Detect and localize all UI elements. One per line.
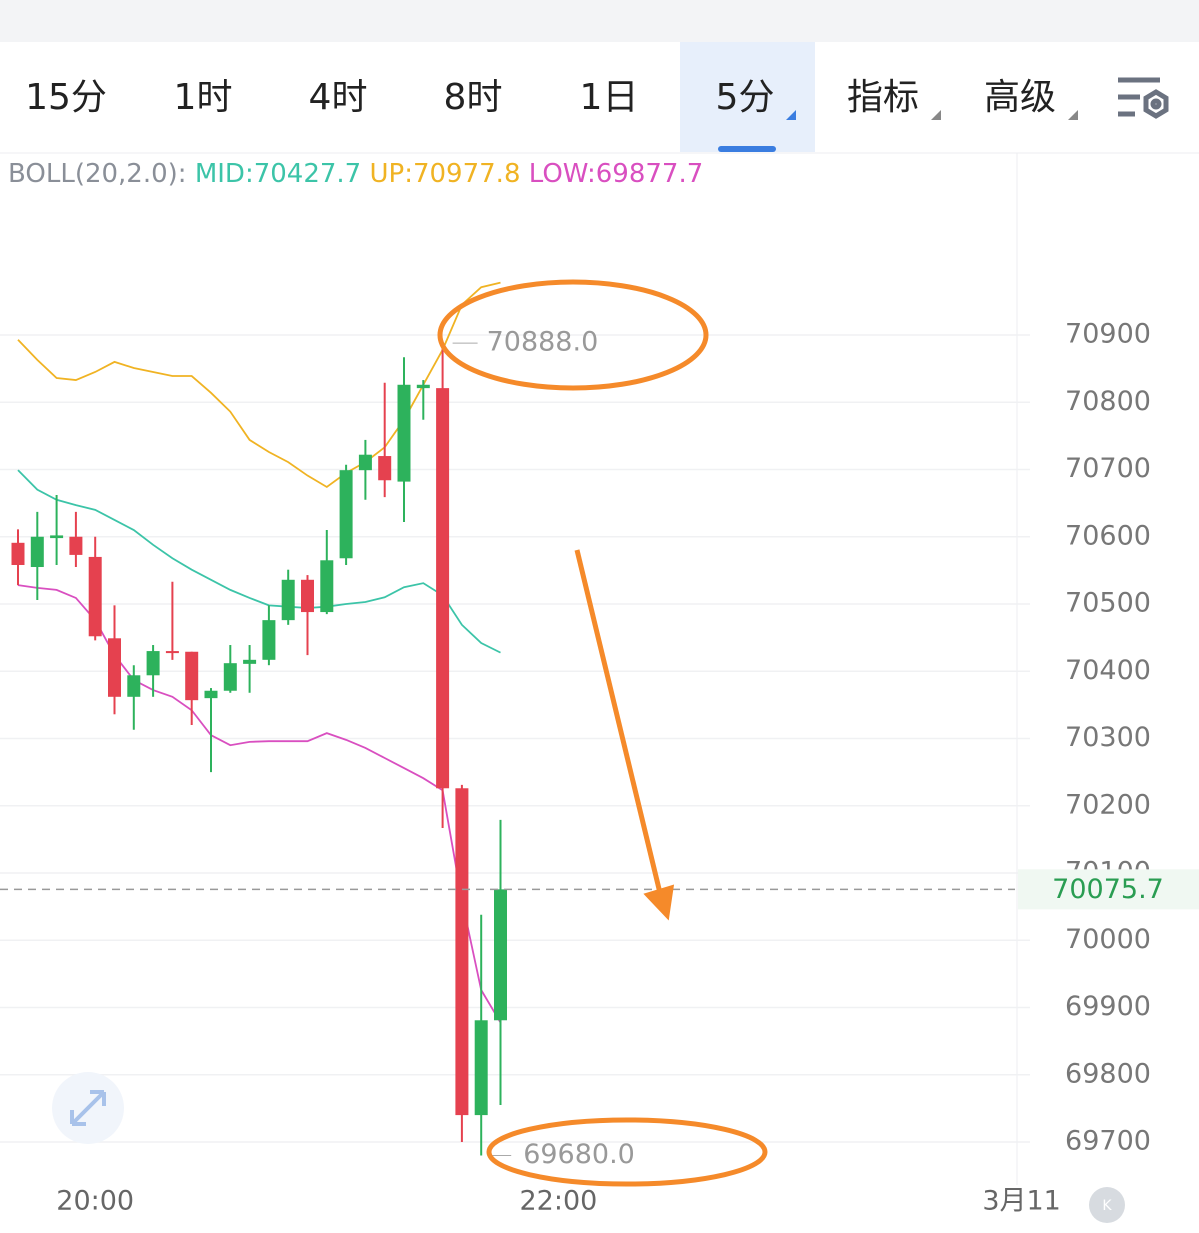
candle-body — [69, 536, 83, 555]
legend-item: LOW:69877.7 — [529, 159, 703, 189]
tab[interactable]: 15分 — [25, 77, 107, 118]
last-price-label: 70075.7 — [1052, 874, 1164, 905]
y-tick-label: 69700 — [1065, 1126, 1151, 1157]
tab[interactable]: 高级 — [984, 77, 1056, 118]
candle-body — [243, 659, 257, 664]
boll-line — [17, 281, 501, 489]
tab[interactable]: 5分 — [716, 77, 775, 118]
k-button[interactable] — [1089, 1187, 1125, 1223]
y-tick-label: 70000 — [1065, 924, 1151, 955]
candle-body — [146, 651, 160, 676]
settings-icon[interactable] — [1118, 77, 1169, 119]
legend-item: UP:70977.8 — [370, 159, 521, 189]
legend-item: MID:70427.7 — [195, 159, 361, 189]
candle-body — [494, 889, 507, 1021]
low-label: 69680.0 — [523, 1139, 635, 1170]
candle-body — [397, 384, 411, 482]
candle-body — [378, 456, 392, 481]
active-tab-indicator — [718, 146, 776, 152]
candle-body — [339, 470, 353, 559]
indicator-legend: BOLL(20,2.0): MID:70427.7 UP:70977.8 LOW… — [8, 159, 703, 189]
candle-body — [88, 556, 102, 637]
candle-body — [320, 560, 334, 613]
legend-item: BOLL(20,2.0): — [8, 159, 187, 189]
tab[interactable]: 1时 — [174, 77, 233, 118]
y-tick-label: 69800 — [1065, 1058, 1151, 1089]
candle-body — [416, 384, 430, 389]
candle-body — [436, 388, 450, 789]
y-tick-label: 70700 — [1065, 453, 1151, 484]
candle-body — [108, 638, 121, 697]
candle-body — [301, 579, 314, 613]
active-tab-bg — [680, 42, 815, 152]
candle-body — [223, 663, 237, 691]
y-tick-label: 70500 — [1065, 588, 1151, 619]
x-tick-label: 3月11 — [982, 1186, 1061, 1217]
candle-body — [11, 542, 25, 565]
dropdown-marker — [786, 110, 796, 120]
k-icon: K — [1102, 1198, 1112, 1214]
candle-body — [30, 536, 44, 568]
candle-body — [262, 620, 276, 660]
annotation — [437, 279, 768, 1187]
candle-body — [455, 788, 469, 1116]
y-tick-label: 70200 — [1065, 789, 1151, 820]
boll-line — [17, 469, 501, 654]
tab[interactable]: 4时 — [309, 77, 368, 118]
candle-body — [50, 535, 64, 539]
candle-body — [474, 1020, 488, 1116]
tab[interactable]: 1日 — [580, 77, 639, 118]
y-tick-label: 70300 — [1065, 722, 1151, 753]
top-band — [0, 0, 1199, 42]
y-tick-label: 70900 — [1065, 319, 1151, 350]
tab[interactable]: 8时 — [444, 77, 503, 118]
candle-body — [165, 651, 179, 654]
x-tick-label: 22:00 — [519, 1186, 597, 1217]
expand-icon — [70, 1090, 106, 1126]
dropdown-marker — [931, 110, 941, 120]
candle-body — [358, 454, 372, 471]
candle-body — [281, 579, 295, 621]
tab[interactable]: 指标 — [847, 77, 919, 118]
candle-body — [185, 651, 199, 701]
candle-body — [204, 690, 218, 699]
x-tick-label: 20:00 — [56, 1186, 134, 1217]
high-label: 70888.0 — [487, 327, 599, 358]
y-tick-label: 70400 — [1065, 655, 1151, 686]
last-price-box — [1018, 869, 1199, 910]
y-tick-label: 70800 — [1065, 386, 1151, 417]
boll-line — [17, 584, 502, 1023]
dropdown-marker — [1068, 110, 1078, 120]
candle-body — [127, 675, 141, 697]
y-tick-label: 70600 — [1065, 520, 1151, 551]
y-tick-label: 69900 — [1065, 991, 1151, 1022]
